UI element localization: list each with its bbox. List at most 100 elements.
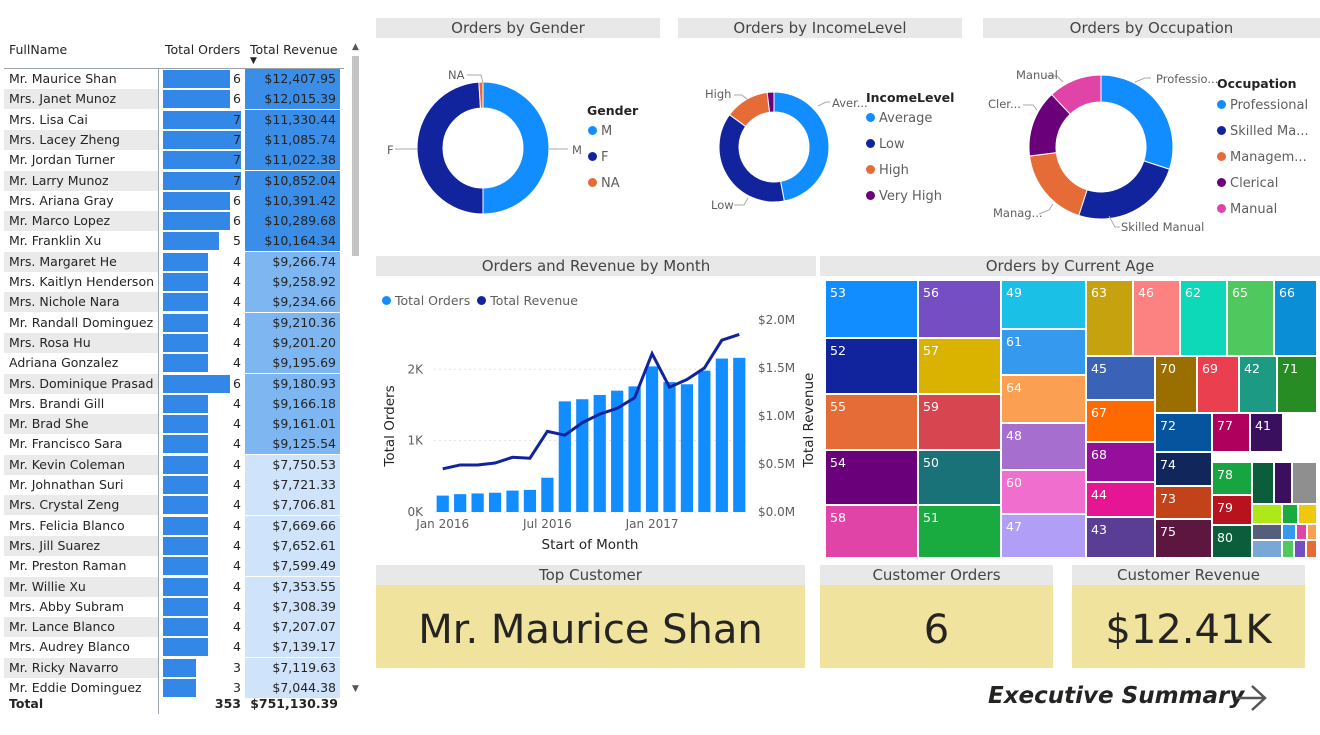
treemap-cell[interactable] <box>1252 504 1282 524</box>
orders-bar[interactable] <box>593 394 606 512</box>
orders-bar[interactable] <box>611 390 624 512</box>
legend-item[interactable]: F <box>588 150 608 165</box>
donut-slice[interactable] <box>1100 74 1174 170</box>
table-row[interactable]: Mr. Kevin Coleman 4 $7,750.53 <box>4 454 344 475</box>
treemap-cell[interactable]: 49 <box>1001 280 1086 329</box>
sort-descending-icon[interactable]: ▼ <box>250 56 257 66</box>
treemap-cell[interactable] <box>1252 462 1274 504</box>
donut-slice[interactable] <box>766 91 775 113</box>
treemap-cell[interactable]: 51 <box>918 505 1001 558</box>
table-row[interactable]: Mrs. Felicia Blanco 4 $7,669.66 <box>4 515 344 536</box>
treemap-cell[interactable]: 71 <box>1277 356 1317 413</box>
treemap-cell[interactable]: 66 <box>1274 280 1317 356</box>
treemap-cell[interactable] <box>1294 540 1306 558</box>
treemap-cell[interactable]: 53 <box>825 280 918 338</box>
table-row[interactable]: Mr. Randall Dominguez 4 $9,210.36 <box>4 312 344 333</box>
treemap-cell[interactable]: 45 <box>1086 356 1155 400</box>
treemap-cell[interactable]: 46 <box>1133 280 1180 356</box>
donut-slice[interactable] <box>718 113 785 203</box>
legend-item[interactable]: Manual <box>1217 202 1277 217</box>
scroll-up-icon[interactable]: ▲ <box>352 42 359 52</box>
table-row[interactable]: Mr. Preston Raman 4 $7,599.49 <box>4 556 344 577</box>
treemap-cell[interactable] <box>1292 462 1317 504</box>
orders-revenue-combo-chart[interactable]: 0K 1K 2K $0.0M $0.5M $1.0M $1.5M $2.0M Jan 2016 J… <box>376 300 820 560</box>
donut-slice[interactable] <box>416 81 484 215</box>
treemap-cell[interactable]: 72 <box>1155 413 1212 452</box>
treemap-cell[interactable] <box>1298 504 1317 524</box>
treemap-cell[interactable]: 69 <box>1197 356 1239 413</box>
legend-item[interactable]: Very High <box>866 189 942 204</box>
table-row[interactable]: Mr. Larry Munoz 7 $10,852.04 <box>4 170 344 191</box>
orders-bar[interactable] <box>628 386 641 512</box>
orders-bar[interactable] <box>680 384 694 512</box>
table-row[interactable]: Mr. Brad She 4 $9,161.01 <box>4 414 344 435</box>
treemap-cell[interactable] <box>1306 540 1317 558</box>
treemap-cell[interactable]: 73 <box>1155 486 1212 519</box>
orders-bar[interactable] <box>715 358 728 512</box>
legend-item[interactable]: Managem... <box>1217 150 1307 165</box>
treemap-cell[interactable] <box>1252 524 1282 540</box>
table-row[interactable]: Mrs. Ariana Gray 6 $10,391.42 <box>4 190 344 211</box>
income-donut-chart[interactable] <box>678 40 868 220</box>
occupation-donut-chart[interactable] <box>983 40 1218 240</box>
table-row[interactable]: Mrs. Margaret He 4 $9,266.74 <box>4 251 344 272</box>
table-row[interactable]: Mr. Franklin Xu 5 $10,164.34 <box>4 231 344 252</box>
table-row[interactable]: Mrs. Dominique Prasad 6 $9,180.93 <box>4 373 344 394</box>
table-row[interactable]: Mr. Marco Lopez 6 $10,289.68 <box>4 211 344 232</box>
treemap-cell[interactable] <box>1282 504 1298 524</box>
scrollbar-thumb[interactable] <box>352 56 359 256</box>
treemap-cell[interactable]: 65 <box>1227 280 1274 356</box>
table-row[interactable]: Mrs. Abby Subram 4 $7,308.39 <box>4 596 344 617</box>
orders-bar[interactable] <box>471 493 484 512</box>
treemap-cell[interactable]: 75 <box>1155 519 1212 558</box>
orders-bar[interactable] <box>698 370 711 512</box>
treemap-cell[interactable]: 41 <box>1250 413 1283 452</box>
treemap-cell[interactable]: 62 <box>1180 280 1227 356</box>
legend-item[interactable]: High <box>866 163 909 178</box>
treemap-cell[interactable] <box>1282 524 1296 540</box>
treemap-cell[interactable]: 42 <box>1239 356 1277 413</box>
treemap-cell[interactable]: 80 <box>1212 525 1252 558</box>
customer-table[interactable]: FullName Total Orders Total Revenue ▼ Mr… <box>4 38 360 720</box>
table-row[interactable]: Mr. Francisco Sara 4 $9,125.54 <box>4 434 344 455</box>
treemap-cell[interactable]: 60 <box>1001 470 1086 514</box>
treemap-cell[interactable]: 70 <box>1155 356 1197 413</box>
col-header-fullname[interactable]: FullName <box>9 42 68 57</box>
arrow-right-icon[interactable] <box>1233 682 1269 714</box>
treemap-cell[interactable]: 44 <box>1086 482 1155 517</box>
treemap-cell[interactable]: 55 <box>825 394 918 450</box>
gender-donut-chart[interactable] <box>376 40 676 240</box>
table-row[interactable]: Mr. Willie Xu 4 $7,353.55 <box>4 576 344 597</box>
legend-item[interactable]: Professional <box>1217 98 1308 113</box>
donut-slice[interactable] <box>1078 160 1171 220</box>
table-row[interactable]: Mrs. Crystal Zeng 4 $7,706.81 <box>4 495 344 516</box>
treemap-cell[interactable]: 58 <box>825 505 918 558</box>
treemap-cell[interactable]: 50 <box>918 450 1001 505</box>
legend-item[interactable]: Skilled Ma... <box>1217 124 1309 139</box>
treemap-cell[interactable]: 56 <box>918 280 1001 338</box>
table-row[interactable]: Mrs. Rosa Hu 4 $9,201.20 <box>4 332 344 353</box>
orders-bar[interactable] <box>645 366 659 512</box>
orders-bar[interactable] <box>436 495 449 512</box>
treemap-cell[interactable]: 77 <box>1212 413 1250 452</box>
orders-bar[interactable] <box>663 382 676 512</box>
donut-slice[interactable] <box>478 81 484 109</box>
treemap-cell[interactable] <box>1307 524 1317 540</box>
donut-slice[interactable] <box>773 91 830 202</box>
treemap-cell[interactable]: 47 <box>1001 514 1086 558</box>
treemap-cell[interactable]: 59 <box>918 394 1001 450</box>
treemap-cell[interactable]: 43 <box>1086 517 1155 558</box>
treemap-cell[interactable]: 79 <box>1212 495 1252 525</box>
treemap-cell[interactable]: 78 <box>1212 462 1252 495</box>
table-row[interactable]: Mr. Lance Blanco 4 $7,207.07 <box>4 617 344 638</box>
treemap-cell[interactable] <box>1282 540 1294 558</box>
treemap-cell[interactable]: 61 <box>1001 329 1086 375</box>
col-header-total-orders[interactable]: Total Orders <box>165 42 241 57</box>
table-row[interactable]: Mrs. Kaitlyn Henderson 4 $9,258.92 <box>4 272 344 292</box>
executive-summary-link[interactable]: Executive Summary <box>988 683 1245 709</box>
col-header-total-revenue[interactable]: Total Revenue <box>250 42 338 57</box>
orders-bar[interactable] <box>454 494 467 512</box>
scroll-down-icon[interactable]: ▼ <box>352 684 359 694</box>
orders-bar[interactable] <box>733 357 746 512</box>
treemap-cell[interactable] <box>1274 462 1292 504</box>
